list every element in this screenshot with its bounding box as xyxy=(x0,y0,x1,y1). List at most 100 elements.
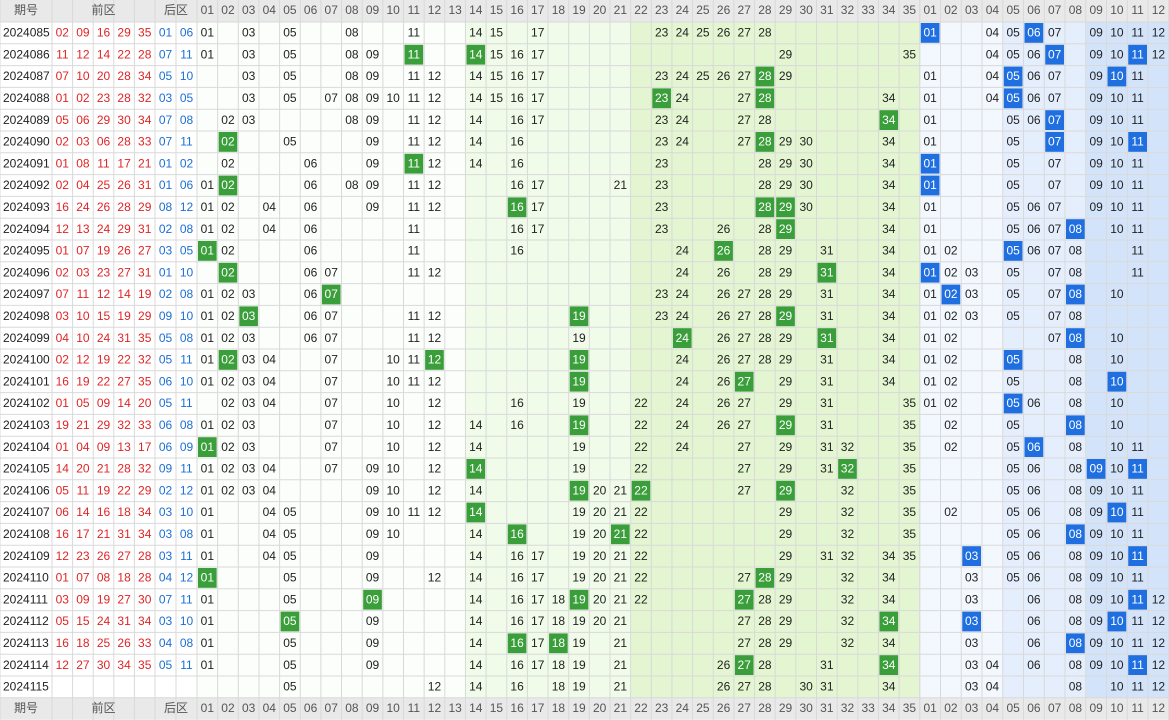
front-number: 01 xyxy=(56,571,70,585)
pick-number: 23 xyxy=(655,156,669,170)
pick-number: 07 xyxy=(1048,26,1062,40)
pick-number: 10 xyxy=(1110,571,1124,585)
period: 2024112 xyxy=(3,614,49,628)
pick-number: 06 xyxy=(1027,571,1041,585)
pick-number: 34 xyxy=(882,331,896,345)
pick-number: 27 xyxy=(738,69,752,83)
hit-cell xyxy=(672,328,692,348)
column-bg xyxy=(382,22,404,698)
hit-cell xyxy=(1024,23,1044,43)
pick-number: 07 xyxy=(325,462,339,476)
period: 2024099 xyxy=(3,331,50,345)
pick-number: 05 xyxy=(1006,135,1020,149)
pick-number: 02 xyxy=(944,331,958,345)
period: 2024105 xyxy=(3,462,50,476)
pick-number: 08 xyxy=(1069,614,1083,628)
hit-number: 10 xyxy=(1110,614,1124,628)
pick-number: 02 xyxy=(221,483,235,497)
front-number: 32 xyxy=(138,353,152,367)
front-number: 27 xyxy=(138,244,152,258)
pick-number: 07 xyxy=(325,91,339,105)
column-header: 16 xyxy=(510,701,524,715)
pick-number: 15 xyxy=(490,26,504,40)
front-number: 14 xyxy=(97,47,111,61)
pick-number: 10 xyxy=(1110,636,1124,650)
pick-number: 34 xyxy=(882,287,896,301)
pick-number: 08 xyxy=(1069,462,1083,476)
pick-number: 12 xyxy=(428,396,442,410)
pick-number: 14 xyxy=(469,26,483,40)
pick-number: 30 xyxy=(799,200,813,214)
pick-number: 06 xyxy=(1027,69,1041,83)
front-number: 29 xyxy=(117,26,131,40)
back-number: 08 xyxy=(159,200,173,214)
pick-number: 02 xyxy=(944,440,958,454)
pick-number: 05 xyxy=(283,69,297,83)
hit-number: 24 xyxy=(676,331,690,345)
pick-number: 01 xyxy=(923,396,937,410)
pick-number: 34 xyxy=(882,353,896,367)
column-header: 12 xyxy=(1152,3,1166,17)
pick-number: 35 xyxy=(903,549,917,563)
pick-number: 03 xyxy=(242,396,256,410)
column-bg xyxy=(1106,22,1128,698)
column-header: 13 xyxy=(448,701,462,715)
front-number: 18 xyxy=(76,636,90,650)
pick-number: 34 xyxy=(882,200,896,214)
column-bg xyxy=(692,22,714,698)
hit-number: 21 xyxy=(614,527,628,541)
hit-cell xyxy=(239,306,258,327)
period: 2024089 xyxy=(3,113,50,127)
column-header: 06 xyxy=(304,3,318,17)
back-number: 11 xyxy=(180,658,193,672)
back-number: 08 xyxy=(180,222,194,236)
hit-number: 26 xyxy=(717,244,731,258)
pick-number: 28 xyxy=(758,331,772,345)
pick-number: 15 xyxy=(490,69,504,83)
pick-number: 31 xyxy=(820,396,834,410)
hit-cell xyxy=(1128,44,1147,65)
pick-number: 10 xyxy=(386,505,400,519)
front-number: 28 xyxy=(117,69,131,83)
front-number: 13 xyxy=(117,440,131,454)
pick-number: 14 xyxy=(469,156,483,170)
front-number: 30 xyxy=(138,592,152,606)
pick-number: 16 xyxy=(510,178,524,192)
hit-cell xyxy=(1128,546,1147,566)
pick-number: 05 xyxy=(283,680,297,694)
pick-number: 01 xyxy=(201,483,215,497)
hit-cell xyxy=(218,132,238,152)
pick-number: 08 xyxy=(1069,353,1083,367)
hit-number: 28 xyxy=(758,135,772,149)
pick-number: 12 xyxy=(428,309,442,323)
column-header: 12 xyxy=(428,701,442,715)
hit-number: 28 xyxy=(758,91,772,105)
hit-cell xyxy=(962,611,981,632)
back-number: 12 xyxy=(180,200,194,214)
column-header: 09 xyxy=(1089,3,1103,17)
pick-number: 03 xyxy=(965,658,979,672)
pick-number: 08 xyxy=(1069,244,1083,258)
pick-number: 06 xyxy=(1027,592,1041,606)
pick-number: 19 xyxy=(572,614,586,628)
front-number: 19 xyxy=(97,353,111,367)
pick-number: 09 xyxy=(366,156,380,170)
pick-number: 10 xyxy=(1110,680,1124,694)
pick-number: 02 xyxy=(944,353,958,367)
pick-number: 26 xyxy=(717,287,731,301)
pick-number: 02 xyxy=(944,309,958,323)
pick-number: 32 xyxy=(841,614,855,628)
front-number: 12 xyxy=(56,658,70,672)
column-header: 01 xyxy=(201,701,215,715)
pick-number: 01 xyxy=(923,353,937,367)
pick-number: 01 xyxy=(923,69,937,83)
column-header: 22 xyxy=(634,701,648,715)
front-number: 20 xyxy=(138,396,152,410)
hit-number: 09 xyxy=(1089,462,1103,476)
pick-number: 35 xyxy=(903,527,917,541)
hit-cell xyxy=(755,197,775,218)
column-header: 25 xyxy=(696,3,710,17)
pick-number: 21 xyxy=(614,658,628,672)
pick-number: 10 xyxy=(1110,658,1124,672)
pick-number: 07 xyxy=(1048,91,1062,105)
